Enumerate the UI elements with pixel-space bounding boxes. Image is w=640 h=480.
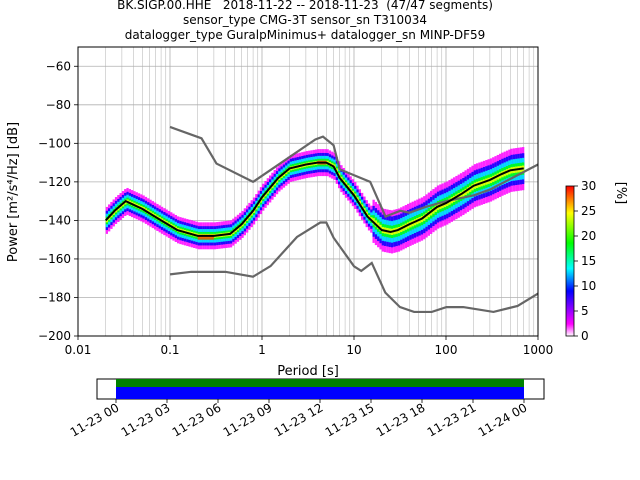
x-tick-label: 10 [346, 343, 361, 357]
axes: 0.01 0.1 1 10 100 1000 −60 −80 −100 −120 −140 −160 −… [38, 59, 553, 357]
colorbar [565, 185, 575, 337]
density-peak [197, 234, 214, 240]
colorbar-tick-label: 5 [581, 304, 589, 318]
mean-psd-line [104, 161, 524, 237]
plot-frame [77, 46, 539, 337]
y-tick-label: −180 [38, 290, 71, 304]
chart-title-line-1: BK.SIGP.00.HHE 2018-11-22 -- 2018-11-23 … [117, 0, 493, 12]
colorbar-tick-label: 0 [581, 329, 589, 343]
coverage-tick-label: 11-23 00 [68, 400, 122, 439]
colorbar-tick-label: 20 [581, 229, 596, 243]
density-band-cell [337, 172, 341, 177]
x-tick-label: 1000 [523, 343, 554, 357]
y-tick-label: −200 [38, 329, 71, 343]
y-tick-label: −160 [38, 252, 71, 266]
x-tick-label: 0.1 [160, 343, 179, 357]
y-tick-label: −60 [46, 59, 71, 73]
mean-psd [104, 161, 524, 237]
x-tick-label: 1 [258, 343, 266, 357]
colorbar-label: [%] [613, 182, 628, 205]
coverage-tick-label: 11-23 09 [221, 400, 275, 439]
colorbar-tick-label: 30 [581, 179, 596, 193]
coverage-tick-label: 11-23 12 [272, 400, 326, 439]
chart-title-line-2: sensor_type CMG-3T sensor_sn T310034 [182, 13, 428, 27]
colorbar-tick-label: 10 [581, 279, 596, 293]
high-noise-model-line [169, 125, 539, 218]
low-noise-model-line [169, 221, 539, 314]
noise-models [169, 125, 539, 314]
coverage-data-bar [116, 379, 524, 387]
y-tick-label: −140 [38, 213, 71, 227]
coverage-tick-label: 11-24 00 [476, 400, 530, 439]
coverage-tick-label: 11-23 15 [323, 400, 377, 439]
colorbar-tick-label: 15 [581, 254, 596, 268]
chart-title-line-3: datalogger_type GuralpMinimus+ datalogge… [124, 28, 486, 42]
coverage-tick-label: 11-23 03 [119, 400, 173, 439]
coverage-tick-label: 11-23 18 [374, 400, 428, 439]
x-axis-label: Period [s] [277, 364, 339, 379]
coverage-tick-label: 11-23 21 [425, 400, 479, 439]
y-tick-label: −120 [38, 175, 71, 189]
x-tick-label: 100 [435, 343, 458, 357]
y-axis-label: Power [m²/s⁴/Hz] [dB] [6, 122, 21, 262]
y-tick-label: −100 [38, 136, 71, 150]
coverage-tick-label: 11-23 06 [170, 400, 224, 439]
colorbar-ticks: 0 5 10 15 20 25 30 [574, 179, 596, 343]
x-tick-label: 0.01 [65, 343, 92, 357]
coverage-processed-bar [116, 387, 524, 399]
y-tick-label: −80 [46, 98, 71, 112]
colorbar-tick-label: 25 [581, 204, 596, 218]
density-band-cell [335, 168, 338, 173]
